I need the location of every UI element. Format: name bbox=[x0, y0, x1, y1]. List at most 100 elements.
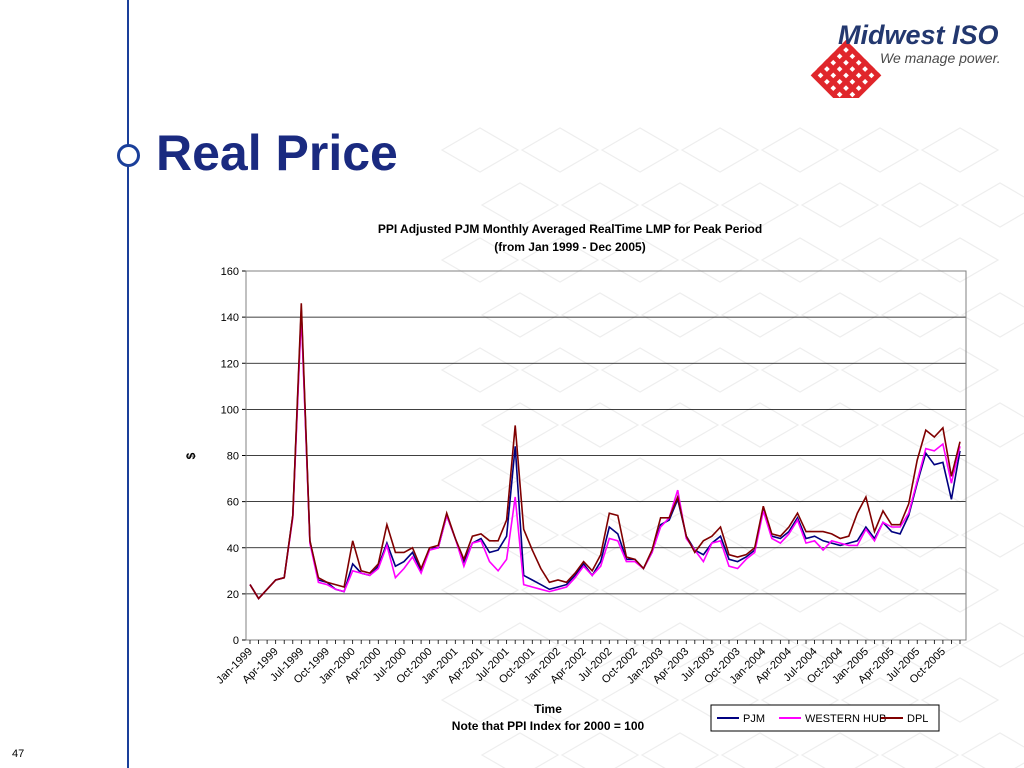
background-diamond bbox=[480, 182, 560, 228]
background-diamond bbox=[640, 292, 720, 338]
chart-legend: PJM WESTERN HUB DPL bbox=[710, 704, 940, 732]
background-diamond bbox=[520, 457, 600, 503]
background-diamond bbox=[760, 347, 840, 393]
chart-note: Note that PPI Index for 2000 = 100 bbox=[452, 719, 645, 733]
y-tick-label: 0 bbox=[233, 635, 239, 647]
background-diamond bbox=[560, 402, 640, 448]
plot-area: 020406080100120140160Jan-1999Apr-1999Jul… bbox=[214, 266, 967, 687]
background-diamond bbox=[840, 567, 920, 613]
background-diamond bbox=[800, 292, 880, 338]
background-diamond bbox=[960, 182, 1024, 228]
chart-title: PPI Adjusted PJM Monthly Averaged RealTi… bbox=[378, 222, 762, 236]
background-diamond bbox=[960, 622, 1024, 668]
series-line-western-hub bbox=[249, 314, 961, 600]
background-diamond bbox=[720, 292, 800, 338]
background-diamond bbox=[440, 127, 520, 173]
background-diamond bbox=[720, 512, 800, 558]
y-tick-label: 100 bbox=[221, 404, 239, 416]
background-diamond bbox=[600, 127, 680, 173]
background-diamond bbox=[640, 182, 720, 228]
logo-grid-icon bbox=[810, 40, 882, 98]
background-diamond bbox=[600, 677, 680, 723]
background-diamond bbox=[760, 567, 840, 613]
background-diamond bbox=[960, 292, 1024, 338]
logo-grid-bar bbox=[837, 65, 875, 98]
background-diamond bbox=[920, 567, 1000, 613]
background-diamond bbox=[680, 127, 760, 173]
logo-tagline: We manage power. bbox=[880, 50, 1001, 66]
background-diamond bbox=[520, 237, 600, 283]
background-diamond bbox=[520, 567, 600, 613]
background-diamond bbox=[720, 732, 800, 768]
background-diamond bbox=[600, 347, 680, 393]
background-diamonds bbox=[440, 127, 1024, 768]
background-diamond bbox=[680, 347, 760, 393]
logo-grid-bar bbox=[810, 71, 849, 98]
background-diamond bbox=[840, 237, 920, 283]
background-diamond bbox=[440, 677, 520, 723]
background-diamond bbox=[600, 567, 680, 613]
background-diamond bbox=[800, 402, 880, 448]
background-diamond bbox=[840, 347, 920, 393]
background-diamond bbox=[760, 237, 840, 283]
y-tick-label: 20 bbox=[227, 589, 239, 601]
background-diamond bbox=[680, 567, 760, 613]
slide-vertical-rule bbox=[127, 0, 129, 768]
background-diamond bbox=[480, 292, 560, 338]
background-diamond bbox=[560, 512, 640, 558]
background-diamond bbox=[880, 402, 960, 448]
background-diamond bbox=[760, 127, 840, 173]
background-diamond bbox=[600, 457, 680, 503]
background-diamond bbox=[480, 402, 560, 448]
x-axis-label: Time bbox=[534, 702, 562, 716]
background-diamond bbox=[560, 622, 640, 668]
y-tick-label: 40 bbox=[227, 543, 239, 555]
background-diamond bbox=[880, 182, 960, 228]
background-diamond bbox=[880, 732, 960, 768]
background-diamond bbox=[520, 347, 600, 393]
background-diamond bbox=[480, 622, 560, 668]
background-diamond bbox=[920, 347, 1000, 393]
background-diamond bbox=[760, 457, 840, 503]
slide-title: Real Price bbox=[156, 125, 398, 181]
y-tick-label: 140 bbox=[221, 312, 239, 324]
y-axis-label: $ bbox=[184, 452, 198, 459]
background-diamond bbox=[520, 127, 600, 173]
background-diamond bbox=[920, 677, 1000, 723]
background-diamond bbox=[800, 622, 880, 668]
background-diamond bbox=[640, 402, 720, 448]
background-diamond bbox=[560, 292, 640, 338]
background-diamond bbox=[800, 182, 880, 228]
background-diamond bbox=[720, 622, 800, 668]
background-diamond bbox=[880, 292, 960, 338]
background-diamond bbox=[680, 237, 760, 283]
background-diamond bbox=[920, 127, 1000, 173]
background-diamond bbox=[960, 512, 1024, 558]
logo-grid-bar bbox=[843, 71, 882, 98]
background-diamond bbox=[680, 457, 760, 503]
background-diamond bbox=[440, 347, 520, 393]
background-diamond bbox=[440, 567, 520, 613]
background-diamond bbox=[880, 622, 960, 668]
plot-border bbox=[245, 270, 967, 641]
background-diamond bbox=[560, 182, 640, 228]
background-diamond bbox=[960, 402, 1024, 448]
background-diamond bbox=[840, 127, 920, 173]
background-diamond bbox=[720, 182, 800, 228]
y-tick-label: 60 bbox=[227, 497, 239, 509]
background-diamond bbox=[480, 732, 560, 768]
legend-label: PJM bbox=[743, 713, 765, 725]
y-tick-label: 120 bbox=[221, 358, 239, 370]
background-diamond bbox=[640, 732, 720, 768]
y-tick-label: 160 bbox=[221, 266, 239, 278]
background-diamond bbox=[920, 237, 1000, 283]
line-chart: PPI Adjusted PJM Monthly Averaged RealTi… bbox=[184, 222, 967, 733]
page-number: 47 bbox=[12, 748, 25, 760]
background-diamond bbox=[680, 677, 760, 723]
background-diamond bbox=[960, 732, 1024, 768]
background-diamond bbox=[800, 732, 880, 768]
background-diamond bbox=[720, 402, 800, 448]
chart-subtitle: (from Jan 1999 - Dec 2005) bbox=[494, 240, 645, 254]
background-diamond bbox=[880, 512, 960, 558]
